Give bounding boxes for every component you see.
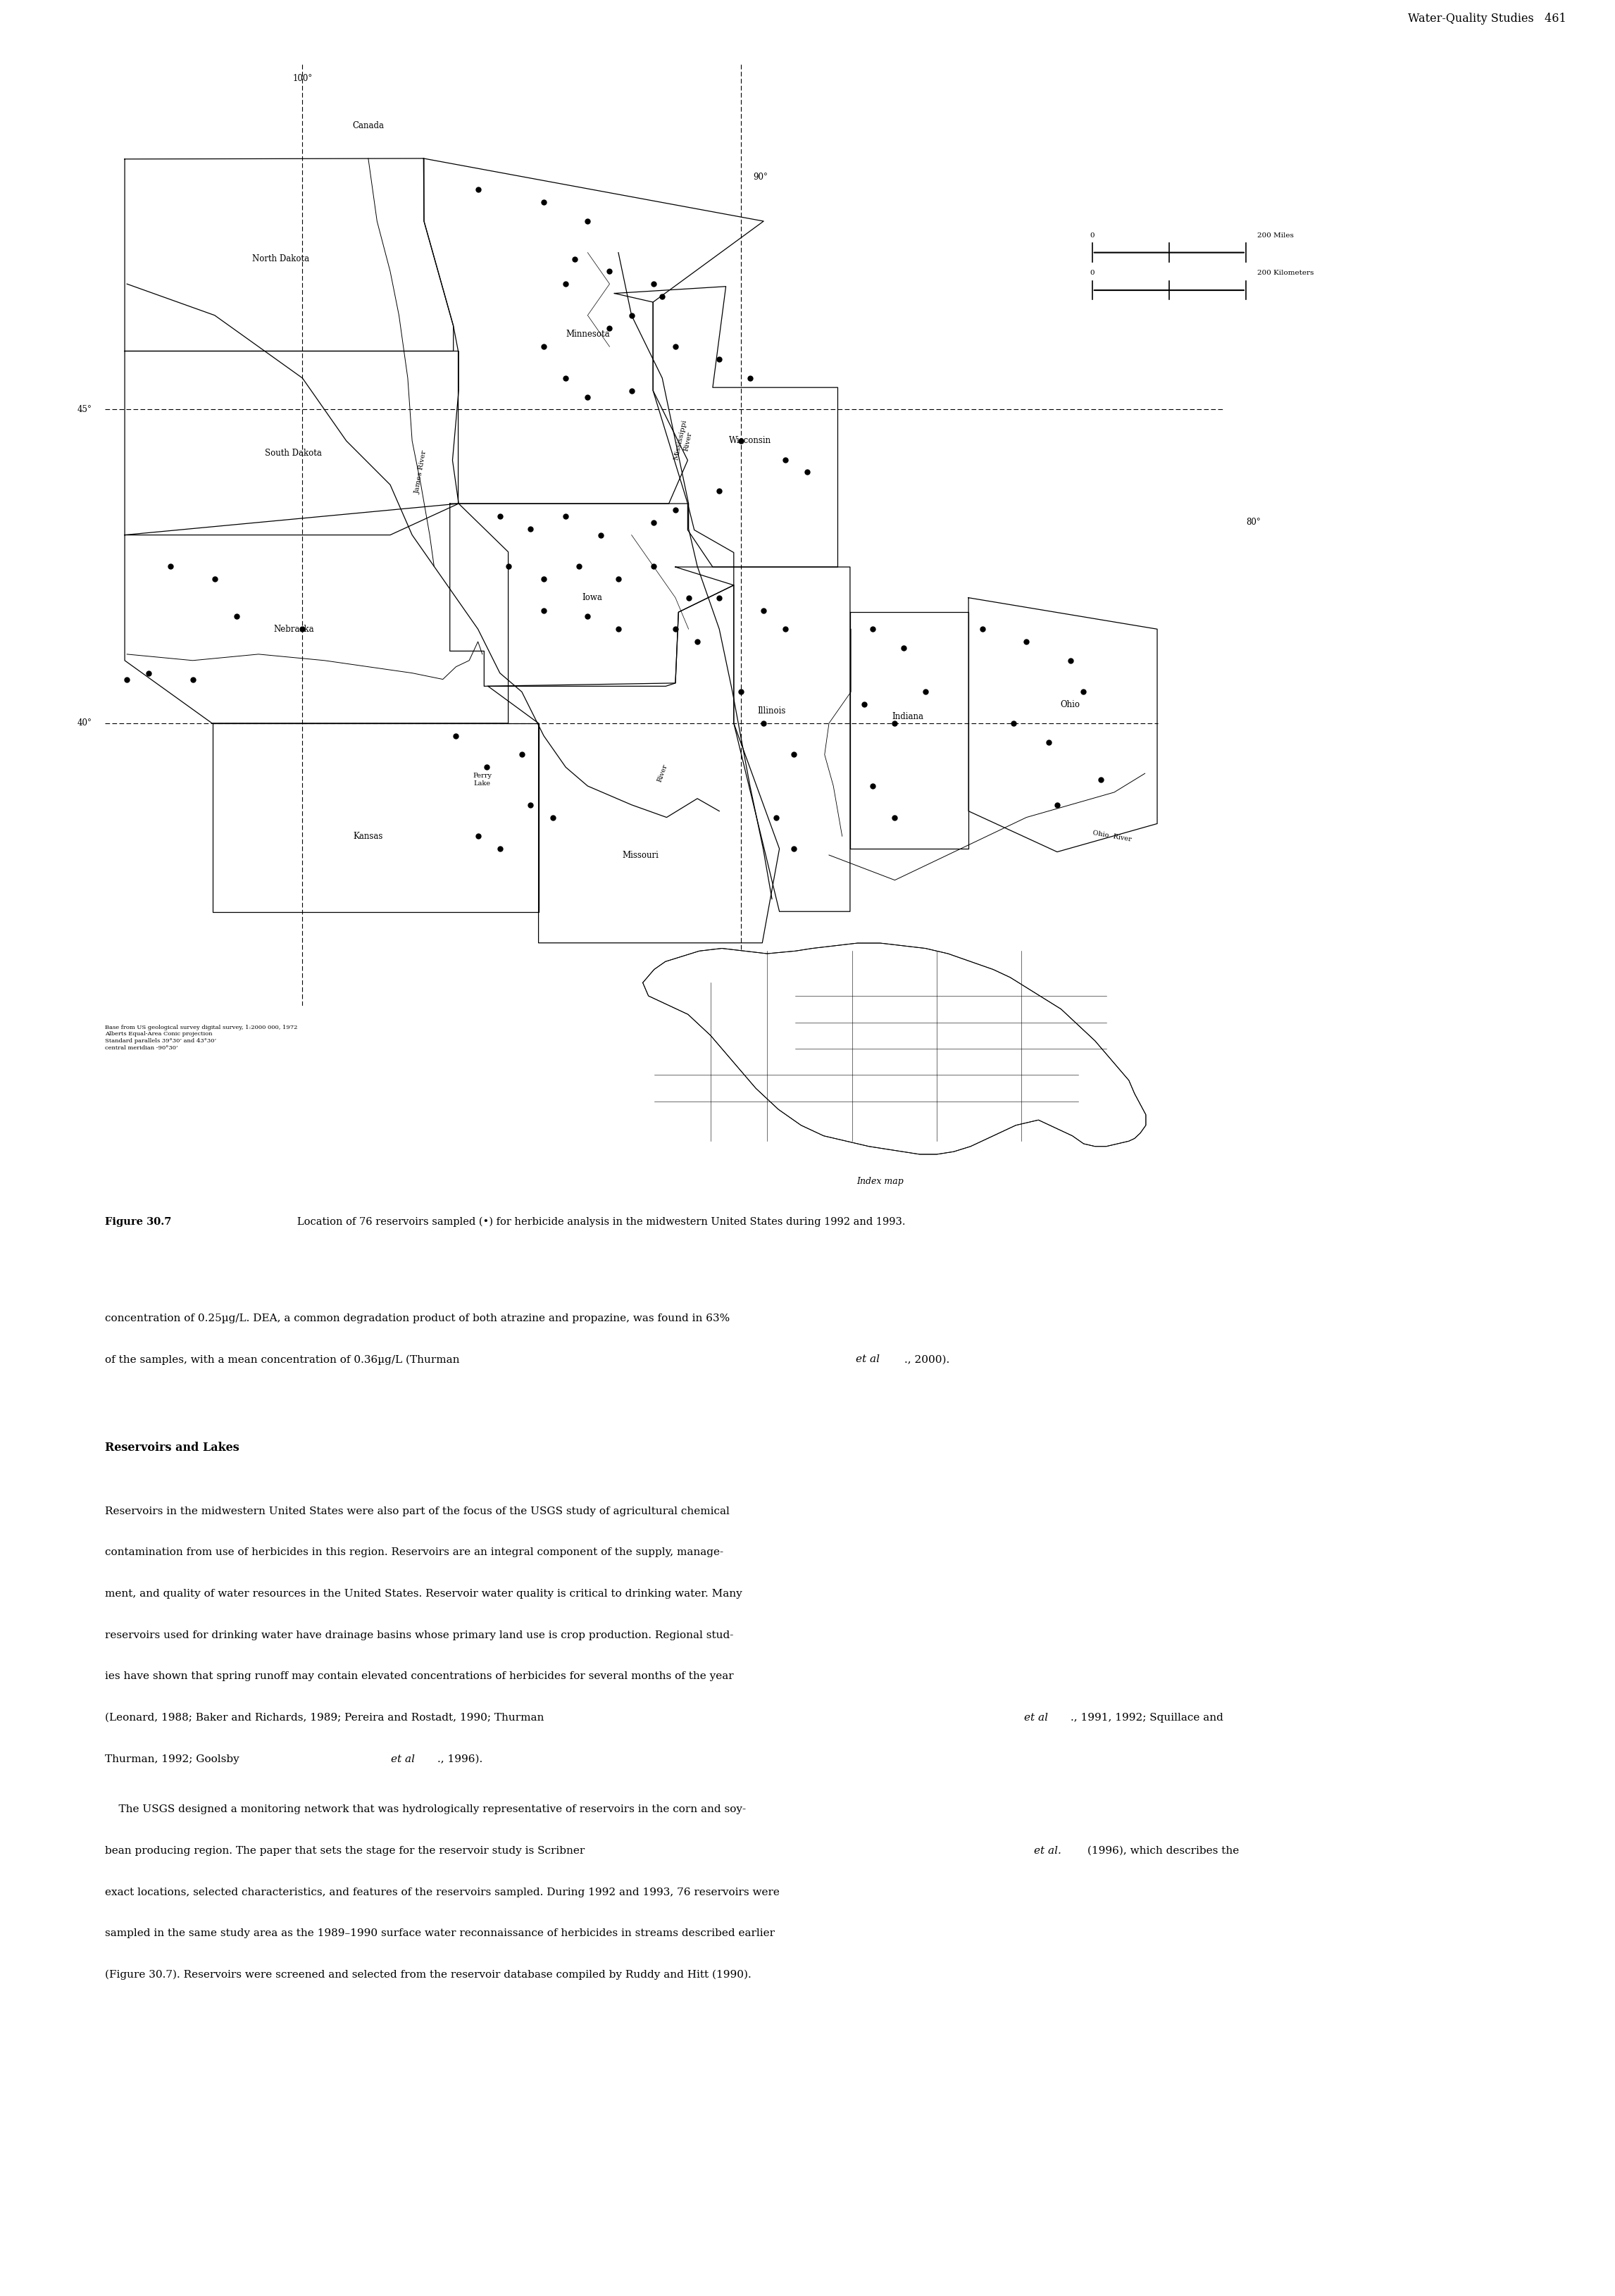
Text: Indiana: Indiana [891,712,924,721]
Text: 0: 0 [1090,232,1095,239]
Text: 45°: 45° [78,404,92,413]
Text: 200 Miles: 200 Miles [1258,232,1294,239]
Text: River: River [656,765,669,783]
Text: Reservoirs and Lakes: Reservoirs and Lakes [105,1442,239,1453]
Text: (1996), which describes the: (1996), which describes the [1084,1846,1239,1855]
Text: Minnesota: Minnesota [565,331,610,340]
Text: Ohio: Ohio [1061,700,1080,709]
Text: et al.: et al. [1034,1846,1061,1855]
Text: Kansas: Kansas [354,831,383,840]
Text: Missouri: Missouri [622,850,659,859]
Text: Base from US geological survey digital survey, 1:2000 000, 1972
Alberts Equal-Ar: Base from US geological survey digital s… [105,1024,297,1052]
Text: Location of 76 reservoirs sampled (•) for herbicide analysis in the midwestern U: Location of 76 reservoirs sampled (•) fo… [287,1217,906,1226]
Text: Ohio  River: Ohio River [1092,829,1132,843]
Text: ., 1996).: ., 1996). [438,1754,483,1763]
Text: et al: et al [856,1355,880,1364]
Text: ment, and quality of water resources in the United States. Reservoir water quali: ment, and quality of water resources in … [105,1589,743,1598]
Text: et al: et al [391,1754,415,1763]
Text: 100°: 100° [292,73,312,83]
Text: exact locations, selected characteristics, and features of the reservoirs sample: exact locations, selected characteristic… [105,1887,780,1896]
Text: Figure 30.7: Figure 30.7 [105,1217,171,1226]
Text: Reservoirs in the midwestern United States were also part of the focus of the US: Reservoirs in the midwestern United Stat… [105,1506,730,1515]
Text: 200 Kilometers: 200 Kilometers [1258,269,1315,276]
Text: 90°: 90° [753,172,767,181]
Text: concentration of 0.25µg/L. DEA, a common degradation product of both atrazine an: concentration of 0.25µg/L. DEA, a common… [105,1313,730,1322]
Text: (Leonard, 1988; Baker and Richards, 1989; Pereira and Rostadt, 1990; Thurman: (Leonard, 1988; Baker and Richards, 1989… [105,1713,547,1722]
Text: Thurman, 1992; Goolsby: Thurman, 1992; Goolsby [105,1754,242,1763]
Text: 0: 0 [1090,269,1095,276]
Text: 40°: 40° [78,719,92,728]
Text: reservoirs used for drinking water have drainage basins whose primary land use i: reservoirs used for drinking water have … [105,1630,733,1639]
Text: contamination from use of herbicides in this region. Reservoirs are an integral : contamination from use of herbicides in … [105,1548,724,1557]
Text: (Figure 30.7). Reservoirs were screened and selected from the reservoir database: (Figure 30.7). Reservoirs were screened … [105,1970,751,1979]
Polygon shape [643,944,1147,1155]
Text: Illinois: Illinois [757,707,787,716]
Text: Canada: Canada [352,122,384,131]
Text: Wisconsin: Wisconsin [728,436,772,445]
Text: The USGS designed a monitoring network that was hydrologically representative of: The USGS designed a monitoring network t… [105,1805,746,1814]
Text: Perry
Lake: Perry Lake [473,774,493,788]
Text: Index map: Index map [856,1178,904,1187]
Text: South Dakota: South Dakota [265,448,321,457]
Text: Nebraska: Nebraska [273,625,313,634]
Text: James River: James River [413,450,428,494]
Text: bean producing region. The paper that sets the stage for the reservoir study is : bean producing region. The paper that se… [105,1846,588,1855]
Text: ies have shown that spring runoff may contain elevated concentrations of herbici: ies have shown that spring runoff may co… [105,1671,733,1681]
Text: sampled in the same study area as the 1989–1990 surface water reconnaissance of : sampled in the same study area as the 19… [105,1929,775,1938]
Text: Iowa: Iowa [581,592,602,602]
Text: of the samples, with a mean concentration of 0.36µg/L (Thurman: of the samples, with a mean concentratio… [105,1355,464,1364]
Text: et al: et al [1024,1713,1048,1722]
Text: Mississippi
River: Mississippi River [673,420,694,461]
Text: North Dakota: North Dakota [252,255,308,264]
Text: Water-Quality Studies   461: Water-Quality Studies 461 [1408,11,1567,25]
Text: 80°: 80° [1245,519,1260,528]
Text: ., 2000).: ., 2000). [904,1355,950,1364]
Text: ., 1991, 1992; Squillace and: ., 1991, 1992; Squillace and [1071,1713,1224,1722]
